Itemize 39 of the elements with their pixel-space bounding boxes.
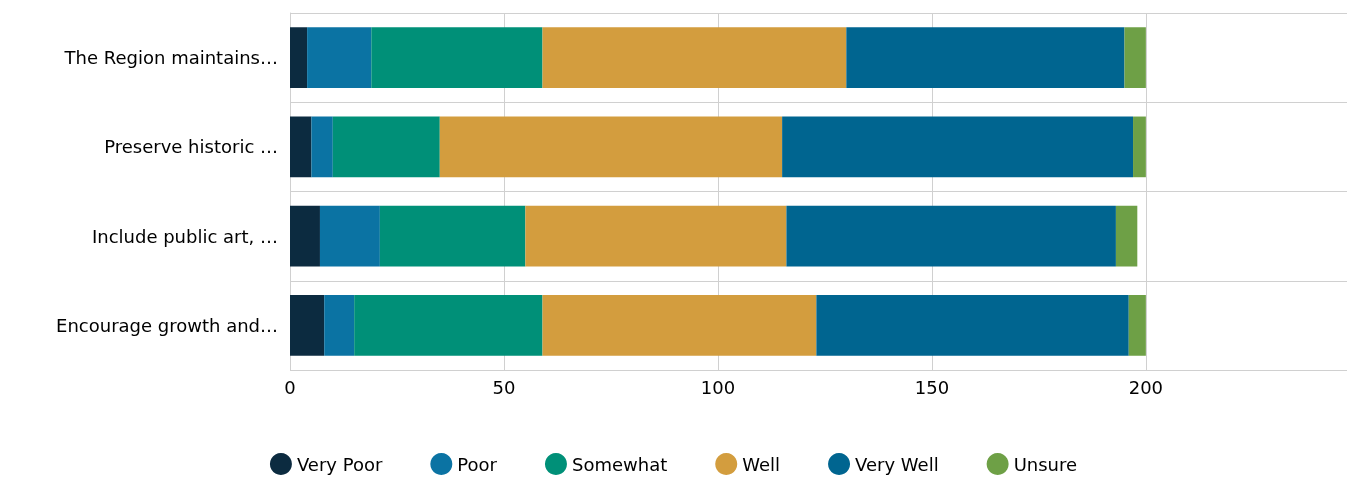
bar: [525, 205, 787, 267]
bar: [816, 295, 1129, 356]
bar: [319, 205, 380, 267]
bar: [1124, 27, 1146, 88]
y-tick-label: Encourage growth and…: [56, 314, 278, 336]
x-tick-label: 0: [284, 376, 296, 398]
y-tick-label: The Region maintains…: [63, 47, 278, 69]
y-tick-label: Preserve historic …: [104, 136, 278, 158]
bar: [439, 116, 783, 178]
bar: [290, 205, 320, 267]
bar: [782, 116, 1134, 178]
bar: [307, 27, 372, 88]
bar: [542, 27, 847, 88]
bar: [324, 295, 355, 356]
legend-label: Unsure: [1013, 453, 1078, 475]
legend-label: Very Well: [855, 453, 939, 475]
bar: [786, 205, 1116, 267]
x-tick-label: 100: [700, 376, 736, 398]
bar: [371, 27, 543, 88]
legend-label: Very Poor: [296, 453, 383, 475]
bar: [311, 116, 333, 178]
bar: [1128, 295, 1146, 356]
x-tick-label: 200: [1128, 376, 1164, 398]
bar: [290, 27, 308, 88]
legend-label: Somewhat: [571, 453, 668, 475]
y-tick-label: Include public art, …: [91, 225, 278, 247]
bar: [1133, 116, 1146, 178]
x-tick-label: 50: [492, 376, 516, 398]
x-tick-label: 150: [914, 376, 950, 398]
bar: [354, 295, 543, 356]
bar: [332, 116, 440, 178]
bar: [1115, 205, 1138, 267]
legend-label: Poor: [457, 453, 498, 475]
bar: [846, 27, 1125, 88]
bar: [290, 295, 325, 356]
bar: [379, 205, 526, 267]
bar: [290, 116, 312, 178]
legend-label: Well: [742, 453, 781, 475]
bar: [542, 295, 817, 356]
